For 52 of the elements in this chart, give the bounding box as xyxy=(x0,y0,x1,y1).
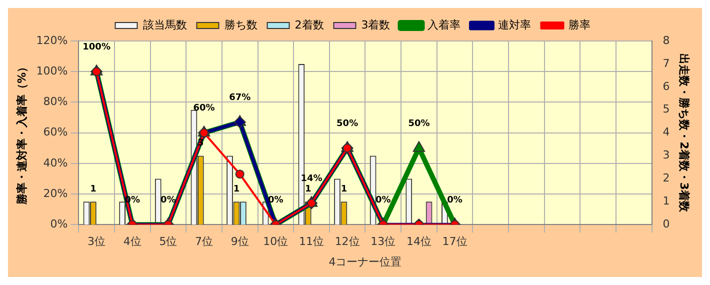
y2-tick-label: 2 xyxy=(662,172,670,185)
y-axis-title: 勝率・連対率・入着率（%） xyxy=(15,61,28,206)
data-label: 67% xyxy=(229,92,251,103)
y2-tick-label: 7 xyxy=(662,56,670,70)
y2-tick-label: 3 xyxy=(662,148,670,162)
y2-tick-label: 4 xyxy=(662,126,670,139)
y2-tick-label: 5 xyxy=(662,102,670,116)
data-label: 3 xyxy=(198,138,204,149)
x-tick-label: 5位 xyxy=(159,235,178,248)
legend-label: 3着数 xyxy=(361,18,390,32)
y-tick-label: 80% xyxy=(43,95,68,108)
y-tick-label: 100% xyxy=(36,64,68,78)
y2-tick-label: 6 xyxy=(662,80,670,93)
data-label: 0% xyxy=(375,195,391,206)
data-label: 60% xyxy=(193,104,215,114)
x-tick-label: 17位 xyxy=(442,235,468,248)
data-label: 0% xyxy=(447,195,462,206)
legend-label: 2着数 xyxy=(294,18,324,32)
legend-label: 該当馬数 xyxy=(142,18,187,32)
point xyxy=(235,170,244,179)
data-label: 1 xyxy=(90,184,96,194)
data-label: 50% xyxy=(408,118,430,129)
y-tick-label: 0% xyxy=(50,217,68,230)
legend-label: 勝ち数 xyxy=(224,18,258,32)
data-label: 1 xyxy=(305,184,312,194)
data-label: 100% xyxy=(82,42,110,52)
point xyxy=(234,116,246,128)
x-tick-label: 13位 xyxy=(370,235,396,248)
x-tick-label: 9位 xyxy=(230,235,249,248)
x-tick-label: 4位 xyxy=(123,235,142,248)
y2-tick-label: 8 xyxy=(662,34,670,47)
y-tick-label: 60% xyxy=(43,126,68,139)
data-label: 50% xyxy=(336,118,358,129)
data-label: 1 xyxy=(340,184,348,194)
x-axis-title: 4コーナー位置 xyxy=(328,255,402,268)
x-tick-label: 14位 xyxy=(406,235,432,248)
y2-axis-title: 出走数・勝ち数・2着数・3着数 xyxy=(678,54,691,213)
data-label: 1 xyxy=(233,184,240,194)
x-tick-label: 12位 xyxy=(334,235,360,248)
y-tick-label: 40% xyxy=(43,156,68,170)
legend-label: 連対率 xyxy=(498,18,532,32)
point xyxy=(412,141,426,152)
x-tick-label: 7位 xyxy=(195,235,214,248)
x-tick-label: 10位 xyxy=(263,235,288,248)
x-tick-label: 11位 xyxy=(298,235,324,248)
y-tick-label: 120% xyxy=(36,34,68,47)
y2-tick-label: 0 xyxy=(662,217,670,230)
y-tick-label: 20% xyxy=(43,186,68,200)
y2-tick-label: 1 xyxy=(662,194,670,208)
legend-label: 入着率 xyxy=(428,18,461,32)
x-tick-label: 3位 xyxy=(88,235,106,248)
legend-label: 勝率 xyxy=(568,18,591,32)
